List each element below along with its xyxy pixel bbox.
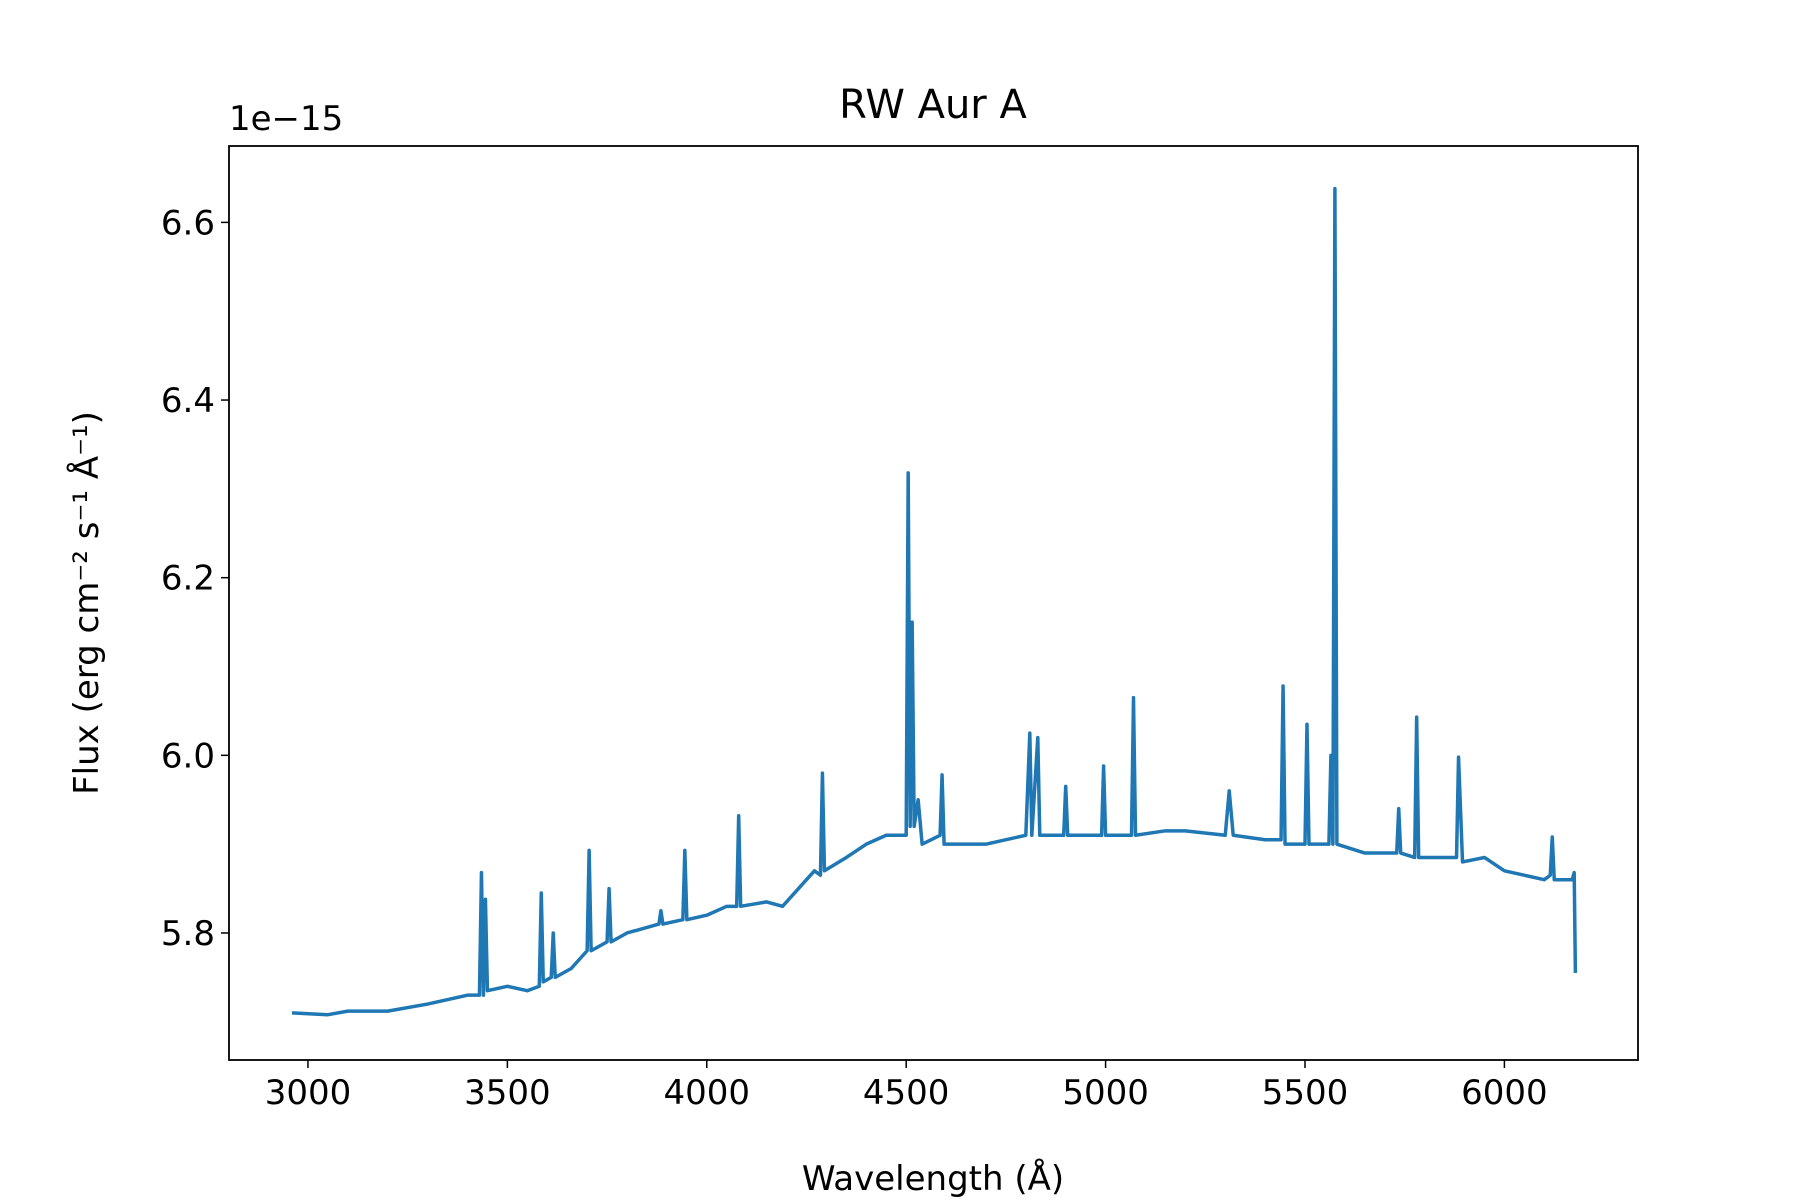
chart-title: RW Aur A bbox=[839, 82, 1027, 128]
y-tick-label: 6.0 bbox=[161, 736, 215, 776]
plot-frame bbox=[228, 145, 1639, 1061]
x-tick-label: 5000 bbox=[1062, 1073, 1149, 1113]
x-tick-label: 5500 bbox=[1262, 1073, 1349, 1113]
x-tick-label: 3500 bbox=[464, 1073, 551, 1113]
y-offset-label: 1e−15 bbox=[229, 99, 343, 139]
y-tick-label: 6.6 bbox=[161, 203, 215, 243]
y-tick-label: 5.8 bbox=[161, 914, 215, 954]
x-tick-label: 6000 bbox=[1461, 1073, 1548, 1113]
x-tick-label: 4000 bbox=[664, 1073, 751, 1113]
y-axis-label: Flux (erg cm⁻² s⁻¹ Å⁻¹) bbox=[66, 411, 107, 795]
x-axis-label: Wavelength (Å) bbox=[802, 1158, 1064, 1199]
y-tick-label: 6.2 bbox=[161, 559, 215, 599]
y-tick-label: 6.4 bbox=[161, 381, 215, 421]
x-tick-label: 3000 bbox=[265, 1073, 352, 1113]
x-tick-label: 4500 bbox=[863, 1073, 950, 1113]
spectrum-line bbox=[291, 186, 1578, 1017]
